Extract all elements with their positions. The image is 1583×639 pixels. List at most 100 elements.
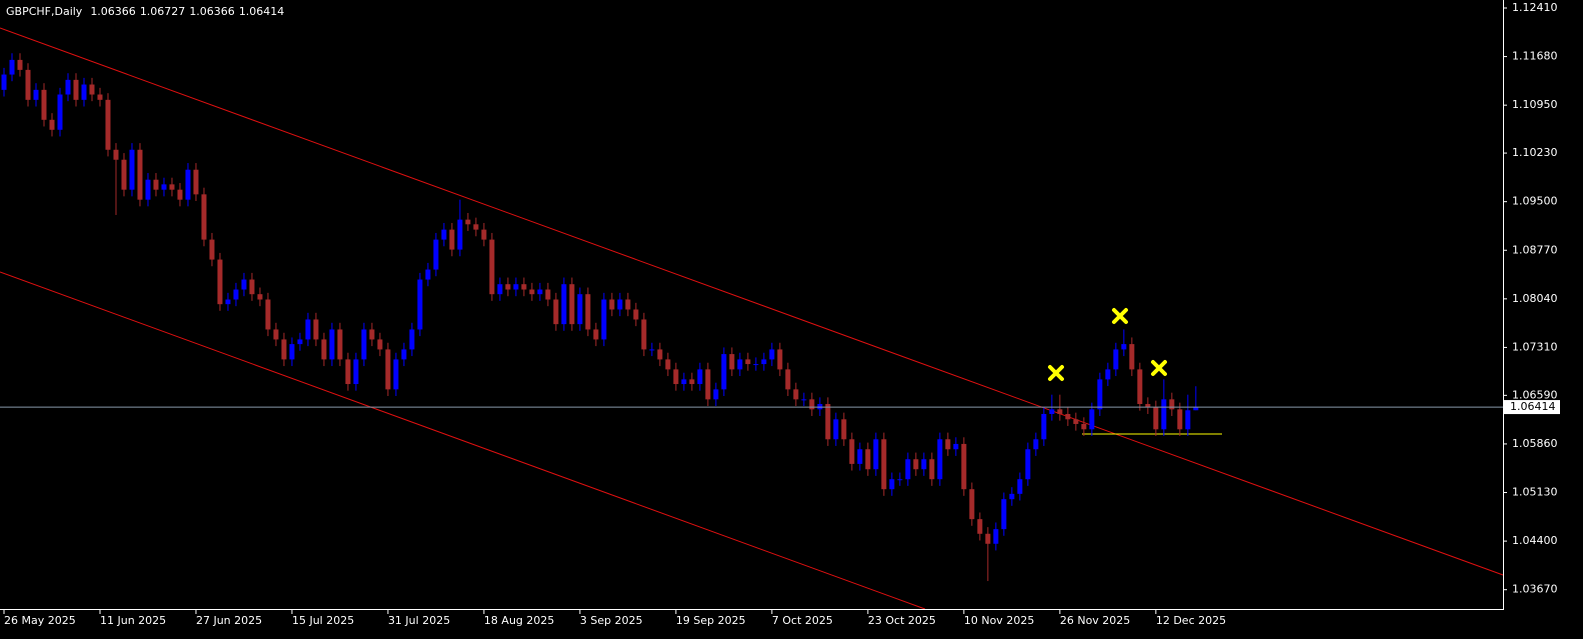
candle-body <box>1057 409 1063 414</box>
x-marker <box>1112 308 1128 324</box>
candle-body <box>761 359 767 365</box>
candle-body <box>1089 409 1095 430</box>
y-tick-label: 1.05130 <box>1512 486 1558 499</box>
x-tick-label: 11 Jun 2025 <box>100 614 166 627</box>
candle-body <box>193 169 199 195</box>
candle-body <box>969 489 975 520</box>
candle-body <box>137 149 143 200</box>
candle-body <box>81 84 87 100</box>
candle-body <box>297 339 303 345</box>
candle-body <box>73 79 79 100</box>
candle-body <box>1129 344 1135 370</box>
candle-body <box>1065 413 1071 420</box>
candle-body <box>17 59 23 70</box>
candle-body <box>153 179 159 190</box>
candle-body <box>913 459 919 470</box>
candle-body <box>833 419 839 440</box>
x-tick-label: 12 Dec 2025 <box>1156 614 1226 627</box>
candle-body <box>1049 409 1055 414</box>
candle-body <box>921 459 927 470</box>
candle-body <box>897 479 903 481</box>
candle-body <box>489 239 495 295</box>
candle-body <box>929 459 935 480</box>
candle-body <box>57 94 63 130</box>
candle-body <box>985 533 991 544</box>
candle-body <box>257 294 263 300</box>
x-tick-label: 26 May 2025 <box>4 614 76 627</box>
candle-body <box>305 319 311 340</box>
candle-body <box>497 284 503 295</box>
candle-body <box>553 299 559 325</box>
candle-body <box>505 284 511 290</box>
x-tick-label: 26 Nov 2025 <box>1060 614 1130 627</box>
candle-body <box>697 369 703 385</box>
x-marker <box>1151 360 1167 376</box>
channel-upper <box>0 27 1504 576</box>
y-tick-label: 1.07310 <box>1512 340 1558 353</box>
candle-body <box>1153 407 1159 430</box>
y-tick-label: 1.10230 <box>1512 146 1558 159</box>
candle-body <box>329 329 335 360</box>
y-tick-label: 1.08040 <box>1512 292 1558 305</box>
candle-body <box>665 359 671 370</box>
candle-body <box>1097 379 1103 410</box>
candle-body <box>169 184 175 190</box>
candle-body <box>641 319 647 350</box>
candle-body <box>97 94 103 100</box>
y-tick-label: 1.09500 <box>1512 195 1558 208</box>
candle-body <box>249 279 255 295</box>
candle-body <box>225 299 231 305</box>
candle-body <box>713 389 719 400</box>
candle-body <box>513 284 519 290</box>
y-tick-label: 1.04400 <box>1512 534 1558 547</box>
candle-body <box>1137 369 1143 405</box>
x-tick-label: 7 Oct 2025 <box>772 614 833 627</box>
candle-body <box>825 404 831 440</box>
candle-body <box>753 364 759 366</box>
candle-body <box>361 329 367 360</box>
candle-body <box>9 59 15 75</box>
candle-body <box>353 359 359 385</box>
candle-body <box>745 359 751 365</box>
candle-body <box>585 294 591 330</box>
candle-body <box>769 349 775 360</box>
candle-body <box>545 289 551 300</box>
x-tick-label: 27 Jun 2025 <box>196 614 262 627</box>
candle-body <box>281 339 287 360</box>
y-tick-label: 1.03670 <box>1512 583 1558 596</box>
candle-body <box>841 419 847 440</box>
candle-body <box>617 299 623 310</box>
candle-body <box>449 229 455 250</box>
candle-body <box>289 344 295 360</box>
y-tick-label: 1.11680 <box>1512 50 1558 63</box>
candle-body <box>337 329 343 360</box>
candle-body <box>601 299 607 340</box>
candle-body <box>945 439 951 450</box>
candle-body <box>561 284 567 325</box>
x-tick-label: 19 Sep 2025 <box>676 614 746 627</box>
candle-body <box>569 284 575 325</box>
candle-body <box>65 79 71 95</box>
candle-body <box>609 299 615 310</box>
candle-body <box>809 399 815 410</box>
candle-body <box>593 329 599 340</box>
candle-body <box>577 294 583 325</box>
candle-body <box>441 229 447 240</box>
candle-body <box>209 239 215 260</box>
candle-body <box>1113 349 1119 370</box>
candle-body <box>233 289 239 300</box>
ohlc-high: 1.06727 <box>140 5 186 18</box>
candle-body <box>521 284 527 290</box>
candle-body <box>1041 413 1047 440</box>
candle-body <box>785 369 791 390</box>
header: GBPCHF,Daily 1.06366 1.06727 1.06366 1.06414 <box>6 5 284 18</box>
ohlc-close: 1.06414 <box>239 5 285 18</box>
y-tick-label: 1.12410 <box>1512 1 1558 14</box>
x-tick-label: 18 Aug 2025 <box>484 614 554 627</box>
price-box <box>1504 400 1560 415</box>
candle-body <box>649 349 655 351</box>
candle-body <box>1073 419 1079 424</box>
candle-body <box>1033 439 1039 450</box>
channel-lower <box>0 271 926 610</box>
